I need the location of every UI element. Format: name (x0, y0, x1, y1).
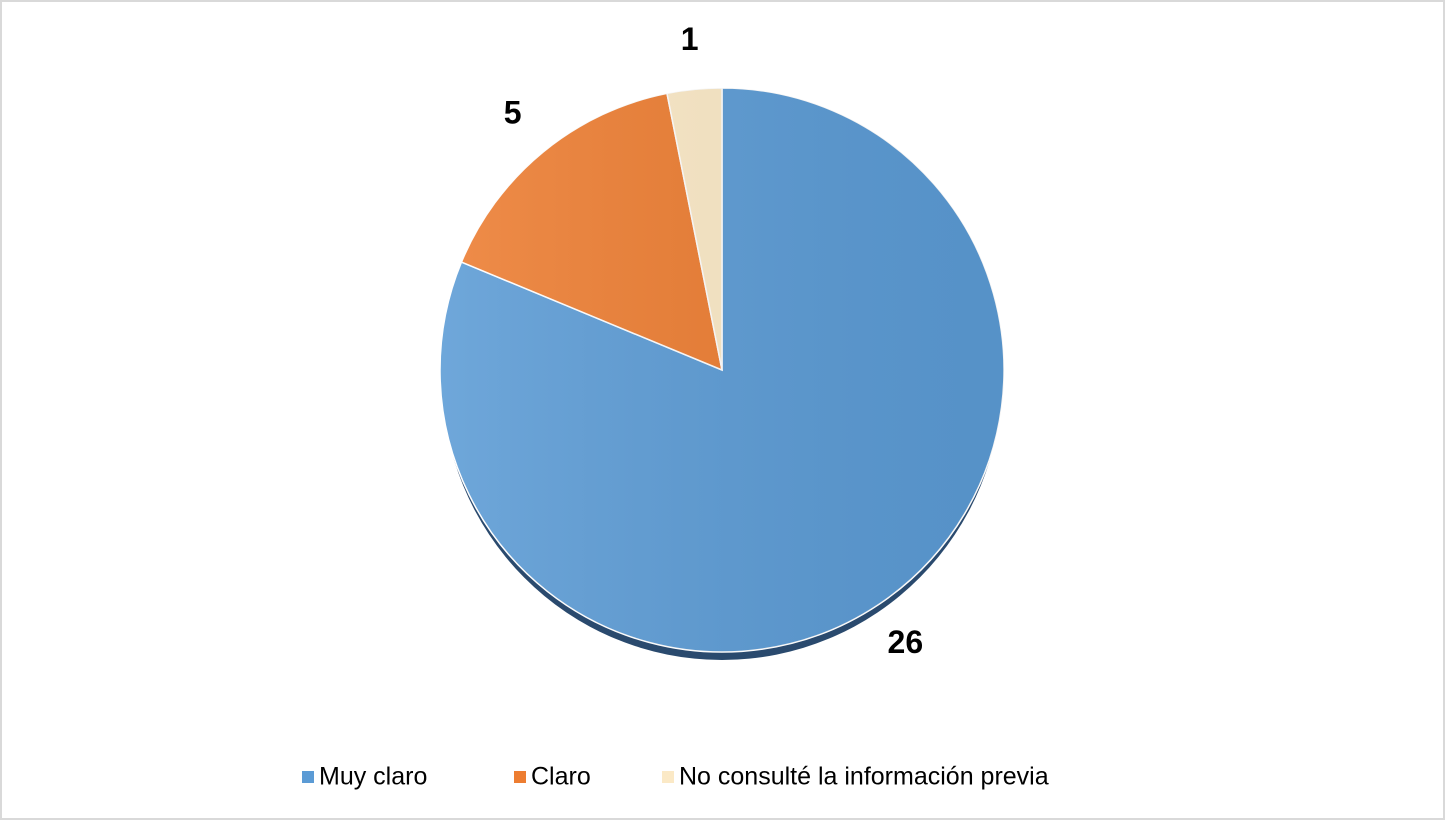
legend-label: No consulté la información previa (679, 763, 1049, 791)
legend-swatch (302, 771, 314, 783)
legend-swatch (514, 771, 526, 783)
legend-swatch (662, 771, 674, 783)
data-label: 5 (504, 94, 522, 130)
legend-label: Muy claro (319, 763, 427, 791)
data-label: 26 (888, 624, 924, 660)
legend: Muy claro Claro No consulté la información… (302, 763, 1049, 791)
data-label: 1 (681, 21, 699, 57)
legend-label: Claro (531, 763, 591, 791)
pie: 26 5 1 (439, 21, 1005, 660)
pie-sheen (440, 88, 1004, 652)
